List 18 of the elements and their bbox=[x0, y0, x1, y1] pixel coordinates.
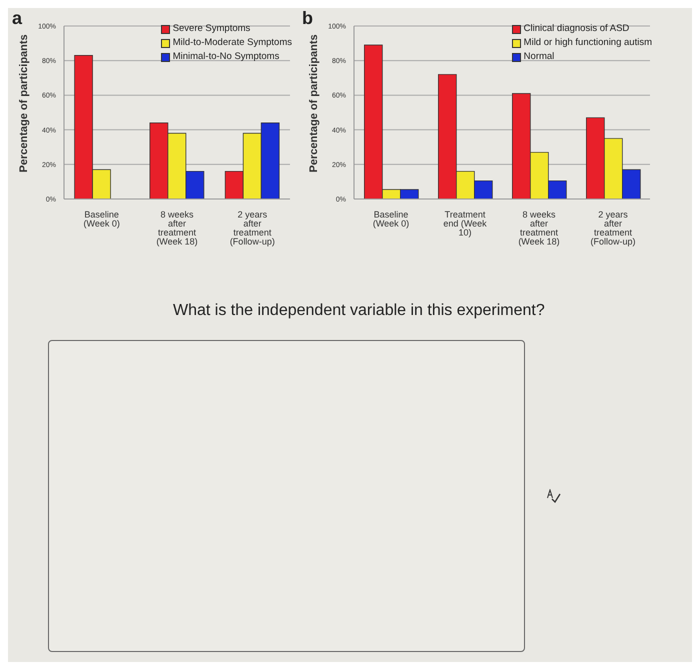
x-tick-label: Treatment end (Week 10) bbox=[443, 209, 488, 238]
text: What is the independent variable in this experiment? bbox=[173, 302, 546, 320]
chart-title: a bbox=[12, 8, 22, 29]
legend-label: Mild or high functioning autism bbox=[524, 36, 652, 50]
x-tick-label: Baseline (Week 0) bbox=[372, 209, 410, 228]
x-tick-label: 8 weeks after treatment (Week 18) bbox=[156, 209, 198, 246]
x-tick-label: Baseline (Week 0) bbox=[83, 209, 120, 228]
legend-label: Clinical diagnosis of ASD bbox=[524, 22, 630, 36]
legend-label: Severe Symptoms bbox=[172, 22, 250, 36]
chart-title: b bbox=[302, 8, 313, 29]
legend-label: Minimal-to-No Symptoms bbox=[172, 50, 280, 64]
x-tick-label: 2 years after treatment (Follow-up) bbox=[230, 209, 275, 246]
legend-label: Normal bbox=[524, 50, 554, 64]
y-axis-title: Percentage of participants bbox=[18, 34, 30, 172]
legend-label: Mild-to-Moderate Symptoms bbox=[172, 36, 292, 50]
x-tick-label: 2 years after treatment (Follow-up) bbox=[590, 209, 636, 246]
y-axis-title: Percentage of participants bbox=[308, 34, 320, 172]
x-tick-label: 8 weeks after treatment (Week 18) bbox=[518, 209, 560, 246]
